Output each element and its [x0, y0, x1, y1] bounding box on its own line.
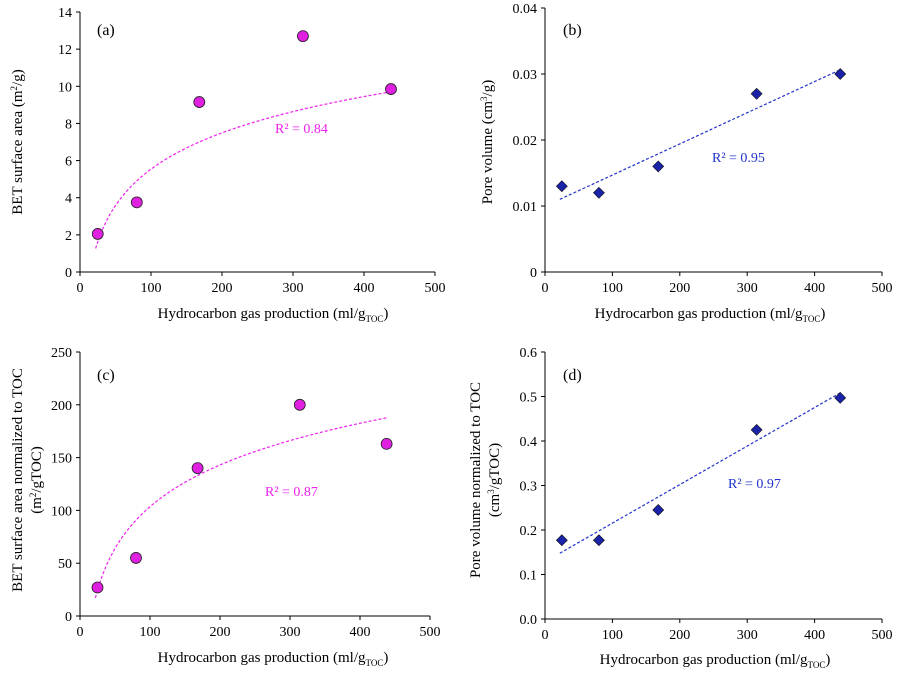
panel-d: 0 100 200 300 400 500 0.0 0.1 0.2 0.3 0.4 0.5 0.6 Hyd…: [468, 346, 893, 670]
data-point: [131, 552, 142, 563]
data-point: [751, 424, 762, 435]
data-point: [192, 463, 203, 474]
y-tick-label: 0.5: [520, 391, 538, 406]
x-tick-label: 300: [737, 628, 758, 643]
trend-line: [96, 92, 391, 249]
r-squared-label: R² = 0.95: [712, 151, 765, 166]
x-tick-label: 300: [280, 625, 301, 640]
data-point: [835, 69, 846, 80]
data-point: [92, 228, 103, 239]
data-point: [835, 392, 846, 403]
trend-line: [95, 418, 386, 598]
y-tick-label: 0.04: [513, 2, 538, 17]
x-tick-label: 500: [425, 281, 446, 296]
r-squared-label: R² = 0.87: [265, 485, 318, 500]
x-tick-label: 100: [602, 281, 623, 296]
x-tick-label: 300: [737, 281, 758, 296]
y-tick-label: 0.03: [513, 68, 538, 83]
x-tick-label: 200: [210, 625, 231, 640]
y-tick-label: 0: [530, 266, 537, 281]
y-tick-label: 0.01: [513, 200, 538, 215]
data-point: [593, 535, 604, 546]
y-tick-label: 8: [65, 117, 72, 132]
data-point: [381, 438, 392, 449]
y-tick-label: 0.2: [520, 524, 538, 539]
y-axis-label: BET surface area (m2/g): [9, 69, 26, 214]
x-axis-label: Hydrocarbon gas production (ml/gTOC): [600, 652, 831, 670]
y-tick-label: 0.02: [513, 134, 538, 149]
y-tick-label: 14: [58, 6, 72, 21]
y-tick-label: 6: [65, 155, 72, 170]
x-tick-label: 100: [602, 628, 623, 643]
panel-tag: (a): [97, 22, 115, 39]
data-point: [194, 97, 205, 108]
x-tick-label: 400: [804, 628, 825, 643]
panel-a: 0 100 200 300 400 500 0 2 4 6 8 10 12 14 Hydrocarbon g…: [9, 6, 446, 324]
panel-tag: (b): [563, 22, 582, 39]
y-tick-label: 150: [51, 452, 72, 467]
x-tick-label: 500: [872, 628, 893, 643]
y-tick-label: 0.4: [520, 435, 538, 450]
y-tick-label: 0.1: [520, 569, 538, 584]
data-point: [556, 535, 567, 546]
x-tick-label: 100: [141, 281, 162, 296]
y-tick-label: 12: [58, 43, 72, 58]
data-point: [294, 399, 305, 410]
y-tick-label: 2: [65, 229, 72, 244]
x-tick-label: 400: [354, 281, 375, 296]
x-tick-label: 400: [350, 625, 371, 640]
panel-tag: (d): [563, 367, 582, 384]
data-point: [131, 197, 142, 208]
x-tick-label: 300: [283, 281, 304, 296]
y-tick-label: 0: [65, 610, 72, 625]
y-tick-label: 0.3: [520, 480, 538, 495]
data-point: [653, 161, 664, 172]
x-tick-label: 500: [872, 281, 893, 296]
panel-b: 0 100 200 300 400 500 0 0.01 0.02 0.03 0.04 Hydroca…: [479, 2, 893, 324]
trend-line: [560, 393, 840, 553]
x-tick-label: 200: [669, 281, 690, 296]
data-point: [92, 582, 103, 593]
y-tick-label: 100: [51, 504, 72, 519]
y-tick-label: 0.0: [520, 613, 538, 628]
y-tick-label: 10: [58, 80, 72, 95]
data-point: [593, 187, 604, 198]
x-tick-label: 100: [140, 625, 161, 640]
x-tick-label: 0: [542, 628, 549, 643]
panel-tag: (c): [97, 367, 115, 384]
x-tick-label: 400: [804, 281, 825, 296]
y-axis-label: Pore volume (cm3/g): [479, 80, 496, 204]
x-tick-label: 500: [420, 625, 441, 640]
data-point: [751, 88, 762, 99]
y-axis-label: Pore volume normalized to TOC (cm3/gTOC): [468, 382, 503, 578]
y-tick-label: 0: [65, 266, 72, 281]
y-tick-label: 0.6: [520, 346, 538, 361]
data-point: [653, 504, 664, 515]
y-tick-label: 50: [58, 557, 72, 572]
y-tick-label: 200: [51, 399, 72, 414]
x-axis-label: Hydrocarbon gas production (ml/gTOC): [158, 650, 389, 668]
data-point: [297, 31, 308, 42]
x-tick-label: 0: [542, 281, 549, 296]
panel-c: 0 100 200 300 400 500 0 50 100 150 200 250 Hydrocarb…: [10, 346, 441, 668]
x-tick-label: 200: [669, 628, 690, 643]
x-tick-label: 0: [77, 281, 84, 296]
x-tick-label: 200: [212, 281, 233, 296]
x-axis-label: Hydrocarbon gas production (ml/gTOC): [595, 306, 826, 324]
r-squared-label: R² = 0.84: [275, 122, 328, 137]
data-point: [385, 84, 396, 95]
r-squared-label: R² = 0.97: [728, 477, 781, 492]
y-axis-label: BET surface area normalized to TOC (m2/gT…: [10, 368, 45, 592]
data-point: [556, 181, 567, 192]
figure: 0 100 200 300 400 50002468101214Hydrocarbon g…: [0, 0, 913, 673]
x-tick-label: 0: [77, 625, 84, 640]
x-axis-label: Hydrocarbon gas production (ml/gTOC): [158, 306, 389, 324]
y-tick-label: 4: [65, 192, 72, 207]
y-tick-label: 250: [51, 346, 72, 361]
trend-line: [560, 70, 840, 200]
